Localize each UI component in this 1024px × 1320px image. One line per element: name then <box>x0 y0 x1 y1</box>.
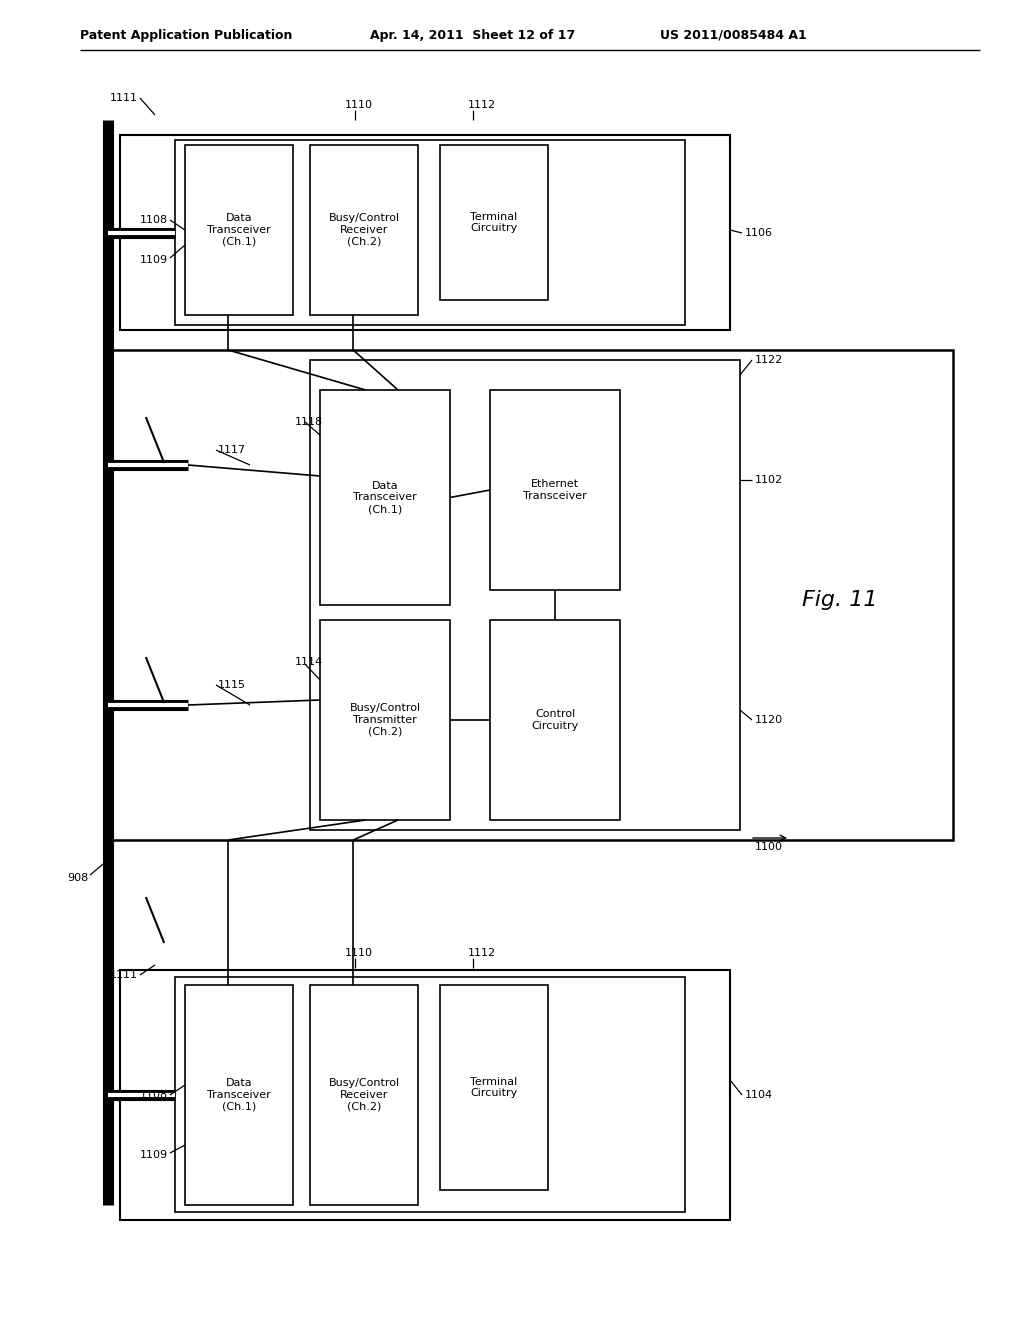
Bar <box>440 145 548 300</box>
Text: 1115: 1115 <box>218 680 246 690</box>
Text: Patent Application Publication: Patent Application Publication <box>80 29 293 41</box>
Text: 1111: 1111 <box>110 970 138 979</box>
Text: Data
Transceiver
(Ch.1): Data Transceiver (Ch.1) <box>353 480 417 513</box>
Text: Busy/Control
Receiver
(Ch.2): Busy/Control Receiver (Ch.2) <box>329 1078 399 1111</box>
Text: 1110: 1110 <box>345 100 373 110</box>
Text: 1110: 1110 <box>345 948 373 958</box>
Text: Terminal
Circuitry: Terminal Circuitry <box>470 1077 517 1098</box>
Text: 908: 908 <box>67 873 88 883</box>
Text: Fig. 11: Fig. 11 <box>802 590 878 610</box>
Text: 1102: 1102 <box>755 475 783 484</box>
Bar <box>319 389 450 605</box>
Bar <box>310 145 418 315</box>
Bar <box>440 985 548 1191</box>
Bar <box>175 977 685 1212</box>
Text: Apr. 14, 2011  Sheet 12 of 17: Apr. 14, 2011 Sheet 12 of 17 <box>370 29 575 41</box>
Text: Control
Circuitry: Control Circuitry <box>531 709 579 731</box>
Bar <box>490 620 620 820</box>
Text: 1118: 1118 <box>295 417 324 426</box>
Text: Busy/Control
Transmitter
(Ch.2): Busy/Control Transmitter (Ch.2) <box>349 704 421 737</box>
Bar <box>310 985 418 1205</box>
Text: US 2011/0085484 A1: US 2011/0085484 A1 <box>660 29 807 41</box>
Text: 1104: 1104 <box>745 1090 773 1100</box>
Text: 1122: 1122 <box>755 355 783 366</box>
Text: Ethernet
Transceiver: Ethernet Transceiver <box>523 479 587 500</box>
Text: 1117: 1117 <box>218 445 246 455</box>
Bar <box>120 970 730 1220</box>
Bar <box>108 350 953 840</box>
Bar <box>490 389 620 590</box>
Bar <box>310 360 740 830</box>
Text: 1112: 1112 <box>468 100 496 110</box>
Text: Terminal
Circuitry: Terminal Circuitry <box>470 211 517 234</box>
Bar <box>185 985 293 1205</box>
Text: 1109: 1109 <box>140 1150 168 1160</box>
Text: 1100: 1100 <box>755 842 783 851</box>
Bar <box>120 135 730 330</box>
Bar <box>185 145 293 315</box>
Text: 1112: 1112 <box>468 948 496 958</box>
Text: 1106: 1106 <box>745 228 773 238</box>
Bar <box>319 620 450 820</box>
Text: 1111: 1111 <box>110 92 138 103</box>
Text: 1114: 1114 <box>295 657 324 667</box>
Bar <box>175 140 685 325</box>
Text: 1120: 1120 <box>755 715 783 725</box>
Text: 1108: 1108 <box>140 1090 168 1100</box>
Text: 1109: 1109 <box>140 255 168 265</box>
Text: 1108: 1108 <box>140 215 168 224</box>
Text: Data
Transceiver
(Ch.1): Data Transceiver (Ch.1) <box>207 214 271 247</box>
Text: Busy/Control
Receiver
(Ch.2): Busy/Control Receiver (Ch.2) <box>329 214 399 247</box>
Text: Data
Transceiver
(Ch.1): Data Transceiver (Ch.1) <box>207 1078 271 1111</box>
